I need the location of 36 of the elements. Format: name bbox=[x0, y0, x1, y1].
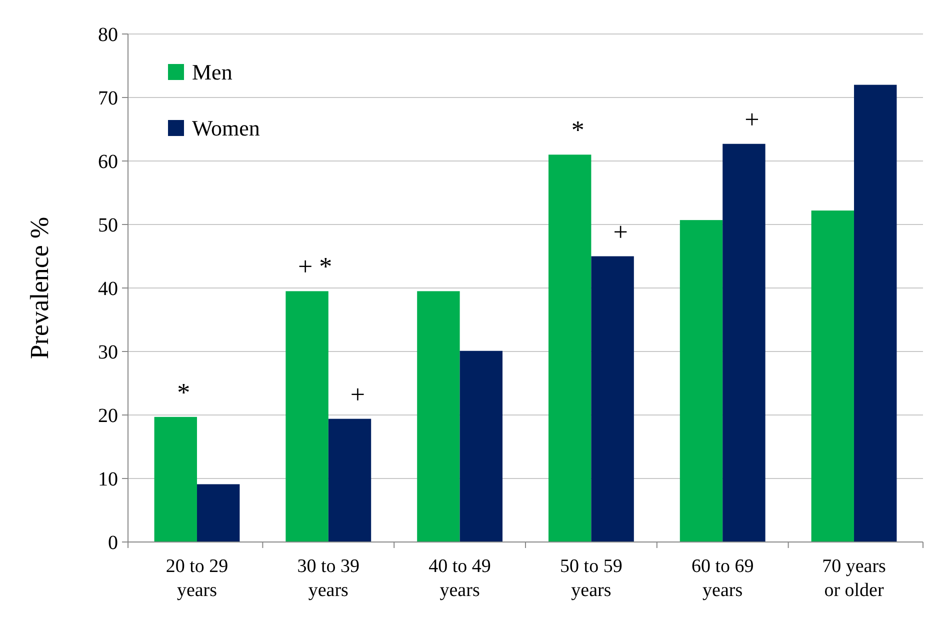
bar bbox=[680, 220, 723, 542]
bar bbox=[417, 291, 460, 542]
y-tick-label: 80 bbox=[98, 24, 118, 46]
x-tick-label: 70 years or older bbox=[822, 556, 886, 601]
legend-label: Men bbox=[192, 60, 232, 85]
bar bbox=[854, 84, 897, 542]
y-tick-label: 70 bbox=[98, 88, 118, 110]
y-tick-label: 10 bbox=[98, 468, 118, 490]
annotation: * bbox=[177, 378, 190, 407]
annotation: + bbox=[350, 380, 366, 409]
y-tick-label: 50 bbox=[98, 214, 118, 236]
bar bbox=[460, 350, 503, 542]
bar bbox=[591, 256, 634, 542]
bar bbox=[286, 291, 328, 542]
annotation: + bbox=[613, 217, 628, 246]
y-tick-label: 60 bbox=[98, 151, 118, 173]
bar bbox=[548, 154, 592, 542]
annotation: + bbox=[744, 104, 760, 134]
y-tick-label: 20 bbox=[98, 405, 118, 427]
annotation: * bbox=[571, 116, 584, 145]
y-tick-label: 40 bbox=[98, 278, 118, 300]
bar bbox=[154, 416, 197, 542]
x-tick-label: 60 to 69 years bbox=[691, 556, 754, 601]
x-tick-label: 40 to 49 years bbox=[428, 556, 491, 601]
x-tick-label: 50 to 59 years bbox=[560, 556, 622, 601]
bar bbox=[328, 418, 372, 542]
x-tick-label: 30 to 39 years bbox=[297, 556, 360, 601]
y-tick-label: 0 bbox=[108, 532, 118, 554]
bar bbox=[811, 210, 854, 542]
legend-label: Women bbox=[192, 116, 260, 141]
y-tick-label: 30 bbox=[98, 342, 118, 364]
bar bbox=[196, 484, 240, 542]
bar bbox=[722, 144, 766, 542]
annotation: + * bbox=[298, 252, 332, 282]
y-axis-title: Prevalence % bbox=[25, 216, 54, 360]
x-tick-label: 20 to 29 years bbox=[166, 556, 228, 601]
